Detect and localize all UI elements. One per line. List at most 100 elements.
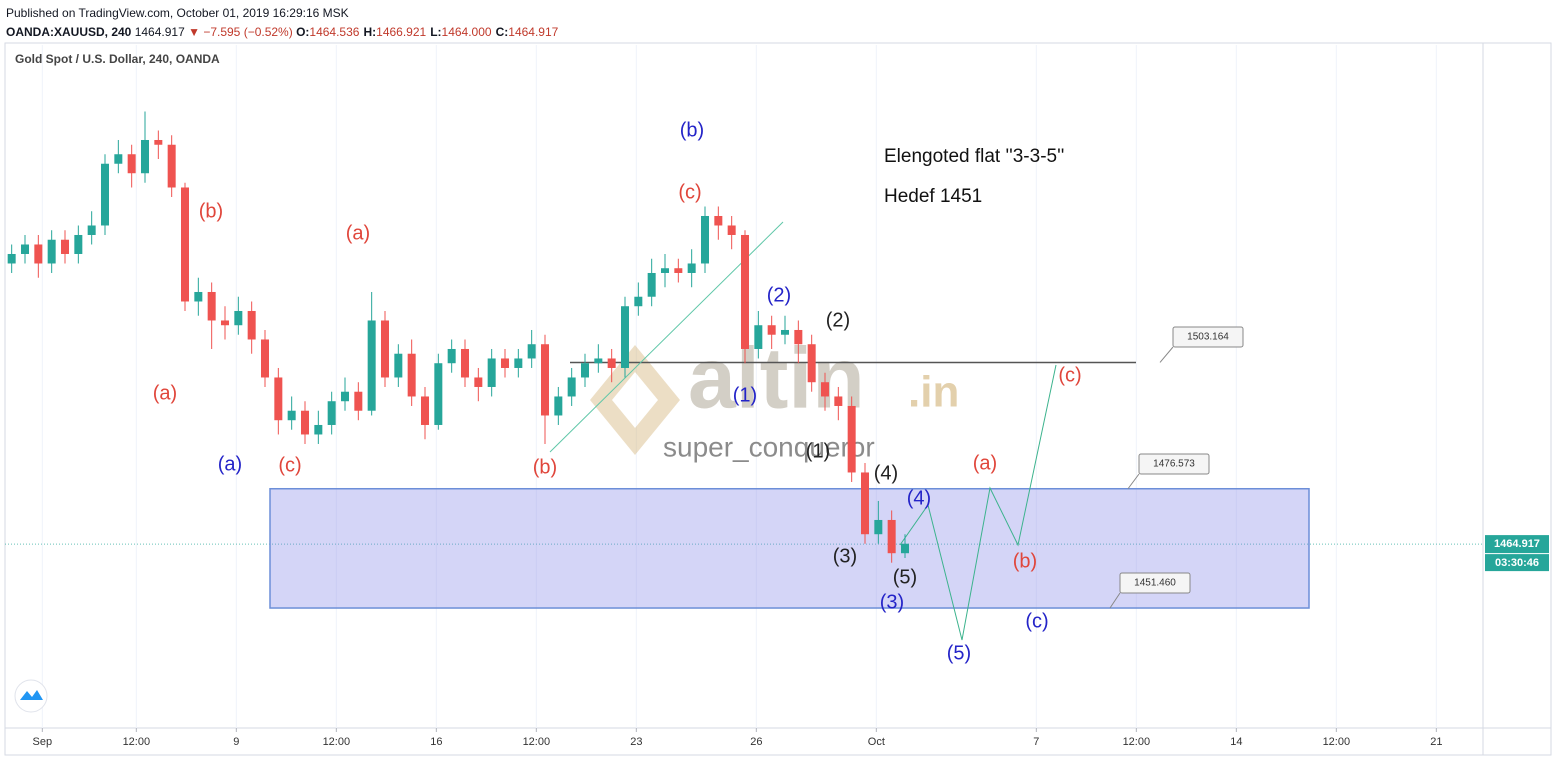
candle-body <box>287 410 296 421</box>
candle-body <box>594 358 603 364</box>
candle-body <box>901 543 909 554</box>
candle-body <box>154 139 163 145</box>
candle-body <box>887 519 896 554</box>
candle-body <box>47 239 56 264</box>
candle-body <box>621 306 629 368</box>
candle-body <box>421 396 429 425</box>
candle-body <box>567 377 576 397</box>
ohlc-label: L: <box>430 25 442 39</box>
logo-diamond <box>590 345 680 455</box>
wave-label: (c) <box>1058 364 1081 386</box>
candle-body <box>727 225 736 235</box>
candle-body <box>607 358 616 368</box>
candle-body <box>381 320 389 378</box>
ohlc-value: 1464.917 <box>508 25 559 39</box>
x-tick-label: 26 <box>750 736 762 748</box>
wave-label: (a) <box>346 222 370 244</box>
symbol-line: OANDA:XAUUSD, 240 1464.917 ▼ −7.595 (−0.… <box>6 23 562 42</box>
candle-body <box>167 144 176 188</box>
wave-label: (c) <box>278 454 301 476</box>
candle-body <box>301 410 309 435</box>
wave-label: (4) <box>874 462 898 484</box>
callout-box <box>1119 572 1191 594</box>
candle-body <box>101 163 109 226</box>
candle-body <box>541 344 549 416</box>
callout-leader <box>1159 346 1174 363</box>
candle-body <box>21 244 29 254</box>
candle-body <box>701 215 709 264</box>
candle-body <box>314 424 323 435</box>
wave-label: (3) <box>880 591 904 613</box>
candle-body <box>821 382 829 397</box>
candle-body <box>114 154 123 164</box>
candle-body <box>554 396 563 416</box>
wave-label: (b) <box>533 456 557 478</box>
candle-body <box>447 348 456 364</box>
last: 1464.917 <box>134 25 185 39</box>
callout-label: 1451.460 <box>1134 578 1176 589</box>
x-tick-label: 14 <box>1230 736 1242 748</box>
candle-body <box>714 215 723 226</box>
candle-body <box>74 234 83 254</box>
candle-body <box>581 363 589 378</box>
candle-body <box>7 253 16 264</box>
candle-body <box>234 310 243 326</box>
callout-label: 1476.573 <box>1153 459 1195 470</box>
chart-frame <box>4 42 1552 756</box>
callout-box <box>1172 326 1244 348</box>
candle-body <box>767 325 776 335</box>
x-tick-label: 7 <box>1033 736 1039 748</box>
candle-body <box>247 310 256 340</box>
candle-body <box>261 339 269 378</box>
candle-body <box>687 263 696 273</box>
wave-label: (c) <box>1025 610 1048 632</box>
x-tick-label: 23 <box>630 736 642 748</box>
ohlc-value: 1464.000 <box>441 25 492 39</box>
x-tick-label: Oct <box>868 736 885 748</box>
price-tag-label: 1464.917 <box>1494 538 1540 550</box>
candle-body <box>874 519 883 535</box>
callout-leader <box>1109 592 1121 609</box>
candle-body <box>207 291 216 321</box>
wave-label: (b) <box>1013 550 1037 572</box>
tv-logo <box>14 679 48 713</box>
candle-body <box>127 154 136 174</box>
projection-path <box>899 364 1057 641</box>
price-tag <box>1485 535 1549 554</box>
candle-body <box>327 401 336 425</box>
note: Elengoted flat ''3-3-5'' <box>884 146 1064 167</box>
callout-box <box>1138 453 1210 475</box>
candle-body <box>354 391 363 411</box>
candle-body <box>474 377 483 387</box>
watermark-logo <box>590 345 680 455</box>
candle-body <box>807 344 816 383</box>
x-tick-label: 16 <box>430 736 442 748</box>
countdown-tag <box>1485 554 1549 572</box>
candle-body <box>861 472 869 535</box>
wave-label: (a) <box>218 453 242 475</box>
callout-leader <box>1127 473 1140 490</box>
wave-label: (b) <box>680 119 704 141</box>
candle-body <box>781 329 789 335</box>
x-tick-label: 12:00 <box>323 736 351 748</box>
wave-label: (4) <box>907 487 931 509</box>
candle-body <box>847 405 856 473</box>
wave-label: (2) <box>767 284 791 306</box>
candle-body <box>141 139 149 174</box>
candle-body <box>794 329 803 345</box>
published: Published on TradingView.com, October 01… <box>6 6 349 20</box>
ohlc-label: H: <box>363 25 377 39</box>
candle-body <box>834 396 843 406</box>
candle-body <box>407 353 416 397</box>
candle-body <box>754 325 763 349</box>
wave-label: (b) <box>199 200 223 222</box>
callout-label: 1503.164 <box>1187 332 1229 343</box>
watermark-text: altin <box>688 331 865 427</box>
candle-body <box>634 296 643 307</box>
x-tick-label: 12:00 <box>1323 736 1351 748</box>
ohlc-label: C: <box>495 25 509 39</box>
candle-body <box>741 234 749 349</box>
header: Published on TradingView.com, October 01… <box>6 4 562 42</box>
